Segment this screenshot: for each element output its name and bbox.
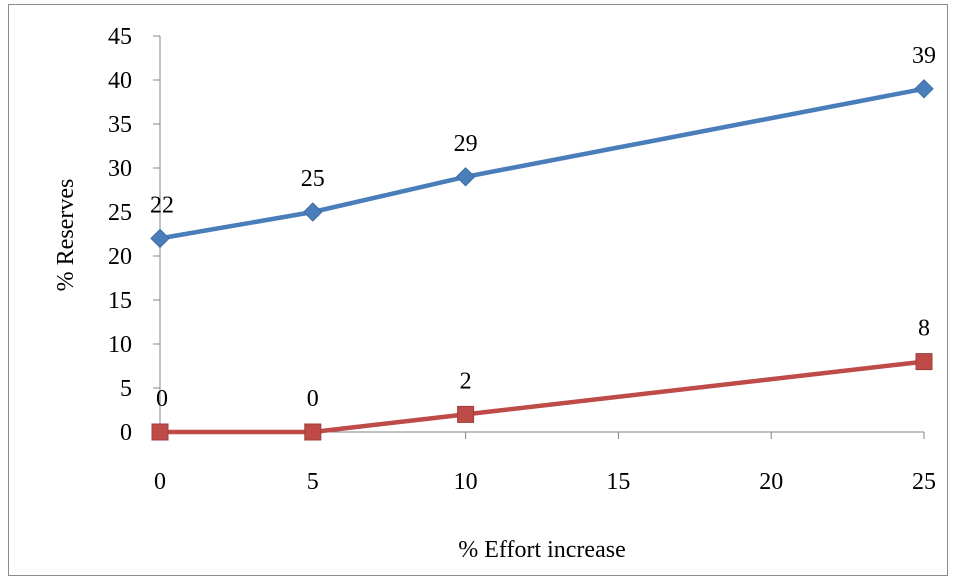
y-tick-label: 35 — [108, 112, 132, 138]
y-tick-label: 10 — [108, 332, 132, 358]
series-2-point — [915, 353, 933, 371]
series-1-data-label: 39 — [912, 43, 936, 69]
y-tick-label: 5 — [120, 376, 132, 402]
series-2-point — [304, 423, 322, 441]
series-2-data-label: 0 — [307, 386, 319, 412]
series-2-point — [457, 405, 475, 423]
series-layer — [150, 79, 934, 441]
x-tick-label: 0 — [154, 469, 166, 495]
x-tick-label: 10 — [454, 469, 478, 495]
chart-frame — [8, 4, 948, 576]
series-1-point — [303, 202, 323, 222]
series-2-data-label: 0 — [156, 386, 168, 412]
series-1-data-label: 25 — [301, 166, 325, 192]
y-tick-label: 45 — [108, 24, 132, 50]
y-tick-label: 15 — [108, 288, 132, 314]
series-2-data-label: 8 — [918, 316, 930, 342]
y-tick-label: 25 — [108, 200, 132, 226]
x-tick-label: 15 — [606, 469, 630, 495]
data-labels: 22 25 29 39 0 0 2 8 — [150, 43, 936, 412]
series-2-line — [160, 359, 925, 435]
series-1-point — [455, 167, 476, 187]
y-axis-title: % Reserves — [53, 179, 79, 292]
series-1-line — [159, 86, 925, 241]
y-tick-label: 20 — [108, 244, 132, 270]
x-tick-label: 25 — [912, 469, 936, 495]
y-tick-label: 0 — [120, 420, 132, 446]
y-tick-label: 40 — [108, 68, 132, 94]
series-1-data-label: 29 — [454, 131, 478, 157]
series-1-point — [914, 79, 934, 99]
x-tick-label: 20 — [759, 469, 783, 495]
series-2-data-label: 2 — [460, 368, 472, 394]
x-axis-title: % Effort increase — [458, 537, 625, 563]
series-2-point — [151, 423, 169, 441]
series-1-point — [150, 228, 170, 249]
y-tick-label: 30 — [108, 156, 132, 182]
x-tick-label: 5 — [307, 469, 319, 495]
series-1-data-label: 22 — [150, 192, 174, 218]
